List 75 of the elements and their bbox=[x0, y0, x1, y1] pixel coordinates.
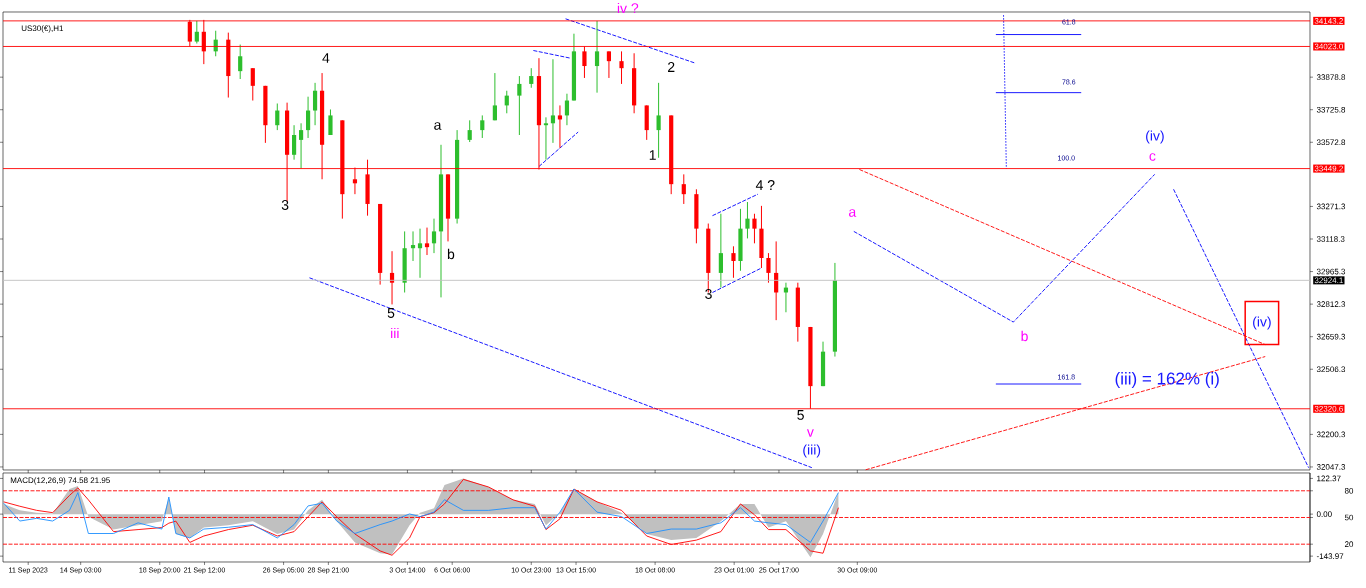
y-tick-label: 33118.3 bbox=[1316, 236, 1345, 242]
annotation: iii bbox=[391, 327, 399, 339]
annotation: v bbox=[806, 429, 814, 437]
candlestick bbox=[619, 50, 624, 85]
y-tick-label: 32200.3 bbox=[1316, 431, 1346, 438]
candlestick bbox=[606, 50, 612, 79]
candlestick bbox=[480, 114, 485, 139]
candlestick bbox=[298, 122, 304, 169]
candlestick bbox=[250, 67, 255, 102]
candlestick bbox=[517, 75, 522, 136]
annotation: 5 bbox=[797, 410, 804, 420]
y-tick-label: -143.97 bbox=[1316, 553, 1344, 559]
annotation: b bbox=[1021, 330, 1028, 342]
candlestick bbox=[766, 252, 771, 284]
y-tick-label: 0.00 bbox=[1316, 511, 1332, 517]
annotation: 1 bbox=[649, 150, 656, 160]
chart-title: MACD(12,26,9) 74.58 21.95 bbox=[10, 477, 110, 485]
annotation: 4 bbox=[322, 53, 330, 63]
candlestick bbox=[529, 67, 534, 89]
y-tick-label: 32047.3 bbox=[1316, 464, 1346, 470]
y-tick-label: 122.37 bbox=[1317, 475, 1341, 482]
candlestick bbox=[424, 227, 430, 256]
candlestick bbox=[752, 213, 757, 244]
candlestick bbox=[291, 124, 297, 161]
candlestick bbox=[328, 108, 333, 136]
annotation: 2 bbox=[668, 62, 675, 72]
ref-line-label: 34143.2 bbox=[1314, 18, 1343, 24]
annotation: a bbox=[434, 122, 442, 130]
annotation: iv ? bbox=[617, 2, 639, 14]
candlestick bbox=[492, 72, 497, 121]
text: US30(€),H1 bbox=[21, 25, 64, 33]
y-tick-label: 33271.3 bbox=[1316, 203, 1346, 210]
annotation: 3 bbox=[705, 289, 712, 299]
annotation: c bbox=[1149, 153, 1156, 161]
y2-tick-label: 20 bbox=[1344, 541, 1354, 548]
candlestick bbox=[410, 230, 416, 262]
annotation: a bbox=[849, 209, 857, 217]
y-tick-label: 32506.3 bbox=[1316, 366, 1346, 373]
annotation: 3 bbox=[281, 200, 289, 210]
candlestick bbox=[543, 116, 549, 161]
candlestick bbox=[550, 58, 556, 144]
candlestick bbox=[745, 201, 750, 239]
y-tick-label: 32812.3 bbox=[1316, 301, 1346, 307]
y-tick-label: 32965.3 bbox=[1316, 268, 1346, 275]
candlestick bbox=[275, 103, 280, 131]
ref-line-label: 32924.1 bbox=[1314, 277, 1343, 284]
line-series bbox=[3, 488, 839, 543]
candlestick bbox=[305, 96, 311, 139]
annotation: b bbox=[447, 248, 455, 260]
y-tick-label: 32659.3 bbox=[1316, 333, 1346, 340]
candlestick bbox=[681, 173, 686, 205]
candlestick bbox=[594, 20, 600, 94]
candlestick bbox=[656, 82, 661, 159]
candlestick bbox=[194, 20, 199, 44]
annotation: (iv) bbox=[1253, 316, 1271, 330]
ref-line-label: 32320.6 bbox=[1314, 405, 1343, 412]
ref-line-label: 33449.2 bbox=[1314, 165, 1343, 172]
annotation: 4 ? bbox=[755, 180, 775, 190]
annotation: (iii) bbox=[803, 444, 821, 458]
candlestick bbox=[312, 82, 318, 126]
candlestick bbox=[557, 104, 563, 149]
candlestick bbox=[731, 245, 736, 279]
candlestick bbox=[417, 228, 423, 279]
candlestick bbox=[431, 218, 437, 254]
y2-tick-label: 80 bbox=[1344, 487, 1354, 494]
y2-tick-label: 50 bbox=[1344, 514, 1354, 521]
candlestick bbox=[238, 44, 243, 80]
y-tick-label: 33725.8 bbox=[1316, 106, 1346, 113]
annotation: 5 bbox=[387, 308, 395, 318]
y-tick-label: 33572.8 bbox=[1316, 139, 1346, 146]
y-tick-label: 33878.8 bbox=[1316, 74, 1346, 80]
annotation: (iv) bbox=[1146, 130, 1164, 144]
candlestick bbox=[718, 213, 723, 289]
ref-line-label: 34023.0 bbox=[1314, 43, 1343, 50]
candlestick bbox=[467, 119, 472, 143]
